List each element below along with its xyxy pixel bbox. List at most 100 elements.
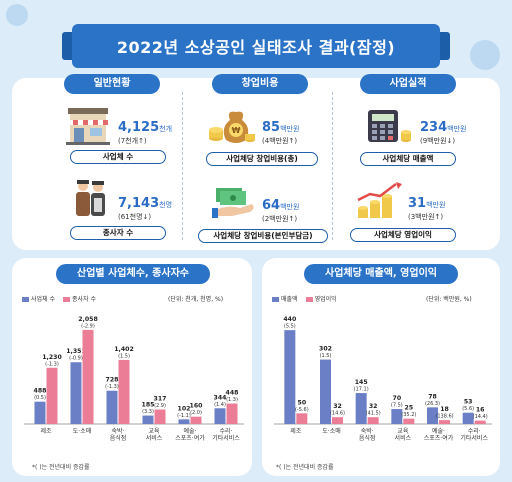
change-label: (7.5)	[391, 403, 403, 409]
change-label: (-2.9)	[81, 323, 95, 329]
metric-value: 7,143	[118, 196, 160, 211]
data-label: 50	[298, 399, 307, 406]
category-label: 수리·	[468, 427, 481, 435]
bar-series-1	[178, 419, 190, 424]
category-label: 도·소매	[322, 427, 340, 435]
legend-label: 매출액	[281, 296, 298, 303]
bar-series-1	[106, 390, 118, 424]
category-label: 제조	[290, 427, 302, 435]
label-workers: 종사자 수	[70, 226, 166, 240]
change-label: (1.5)	[118, 353, 130, 359]
right-chart-title: 사업체당 매출액, 영업이익	[304, 264, 458, 284]
category-label: 예술·	[432, 427, 445, 435]
bar-series-1	[427, 407, 438, 424]
category-label: 기타서비스	[460, 434, 488, 442]
left-chart-footnote: *( )는 전년대비 증감률	[32, 464, 90, 471]
legend-label: 종사자 수	[72, 296, 96, 303]
category-label: 음식점	[359, 434, 376, 442]
metric-sales: 234백만원 (9백만원↓)	[420, 116, 466, 146]
category-label: 예술·	[184, 427, 197, 435]
category-label: 음식점	[110, 434, 127, 442]
money-bag-icon: ₩	[209, 111, 255, 143]
bar-series-2	[154, 409, 166, 424]
bar-series-2	[190, 416, 202, 424]
data-label: 1,351	[66, 348, 86, 355]
data-label: 440	[283, 316, 297, 323]
legend-item: 사업체 수	[22, 294, 55, 303]
label-startup-total: 사업체당 창업비용(총)	[206, 152, 318, 166]
bar-series-1	[391, 409, 403, 424]
change-label: (-1.3)	[105, 384, 119, 390]
divider	[332, 92, 333, 240]
bar-series-2	[226, 403, 238, 424]
change-label: (14.6)	[330, 411, 345, 417]
category-label: 스포츠·여가	[175, 434, 205, 442]
bar-series-2	[46, 367, 58, 424]
calculator-icon	[368, 110, 411, 142]
metric-change: (2백만원↑)	[262, 215, 298, 223]
change-label: (5.5)	[284, 324, 296, 330]
storefront-icon	[66, 108, 110, 145]
metric-change: (9백만원↓)	[420, 137, 456, 145]
metric-value: 234	[420, 120, 448, 135]
divider	[182, 92, 183, 240]
change-label: (17.1)	[354, 387, 369, 393]
data-label: 70	[393, 395, 402, 402]
bar-series-2	[296, 413, 308, 424]
change-label: (35.2)	[401, 412, 416, 418]
legend-item: 종사자 수	[63, 294, 96, 303]
legend-swatch-pink	[63, 297, 70, 302]
metric-profit: 31백만원 (3백만원↑)	[408, 192, 445, 222]
data-label: 448	[226, 390, 239, 397]
change-label: (14.4)	[473, 414, 488, 420]
data-label: 78	[428, 393, 437, 400]
left-chart-legend: 사업체 수 종사자 수	[22, 294, 96, 303]
change-label: (-1.1)	[177, 413, 191, 419]
change-label: (41.5)	[366, 411, 381, 417]
data-label: 2,058	[78, 316, 98, 323]
category-label: 서비스	[146, 434, 163, 442]
bar-series-2	[439, 420, 450, 424]
cash-hand-icon	[212, 188, 254, 218]
bar-series-2	[474, 420, 486, 424]
category-label: 서비스	[395, 434, 412, 442]
legend-item: 매출액	[272, 294, 298, 303]
legend-label: 사업체 수	[31, 296, 55, 303]
data-label: 25	[405, 405, 414, 412]
data-label: 1,402	[114, 346, 134, 353]
legend-swatch-pink	[305, 297, 313, 302]
data-label: 1,230	[42, 354, 62, 361]
data-label: 344	[214, 394, 228, 401]
bar-series-1	[284, 330, 296, 424]
bar-series-2	[82, 329, 94, 424]
data-label: 16	[476, 407, 485, 414]
category-label: 수리·	[220, 427, 233, 435]
metric-value: 31	[408, 196, 427, 211]
bar-series-1	[320, 359, 331, 424]
category-label: 교육	[148, 428, 160, 435]
bar-series-2	[118, 359, 130, 424]
metric-unit: 백만원	[280, 203, 300, 211]
metric-workers: 7,143천명 (61천명↓)	[118, 192, 172, 222]
metric-value: 85	[262, 120, 281, 135]
svg-text:₩: ₩	[232, 126, 241, 135]
data-label: 145	[355, 379, 368, 386]
growth-coins-icon	[357, 182, 402, 218]
bar-series-1	[34, 401, 46, 424]
section-title-performance: 사업실적	[360, 74, 456, 94]
legend-swatch-blue	[22, 297, 29, 302]
right-chart-legend: 매출액 영업이익	[272, 294, 337, 303]
decor-circle	[470, 40, 500, 70]
metric-startup-own: 64백만원 (2백만원↑)	[262, 194, 299, 224]
bar-series-1	[142, 415, 154, 424]
change-label: (2.9)	[154, 403, 166, 409]
label-startup-own: 사업체당 창업비용(본인부담금)	[198, 229, 328, 243]
change-label: (-5.6)	[295, 407, 309, 413]
data-label: 160	[190, 403, 204, 410]
category-label: 숙박·	[361, 427, 374, 435]
left-chart-unit: (단위: 천개, 천명, %)	[168, 296, 224, 303]
metric-value: 64	[262, 198, 281, 213]
legend-item: 영업이익	[305, 294, 337, 303]
data-label: 32	[333, 403, 342, 410]
category-label: 제조	[40, 427, 52, 435]
